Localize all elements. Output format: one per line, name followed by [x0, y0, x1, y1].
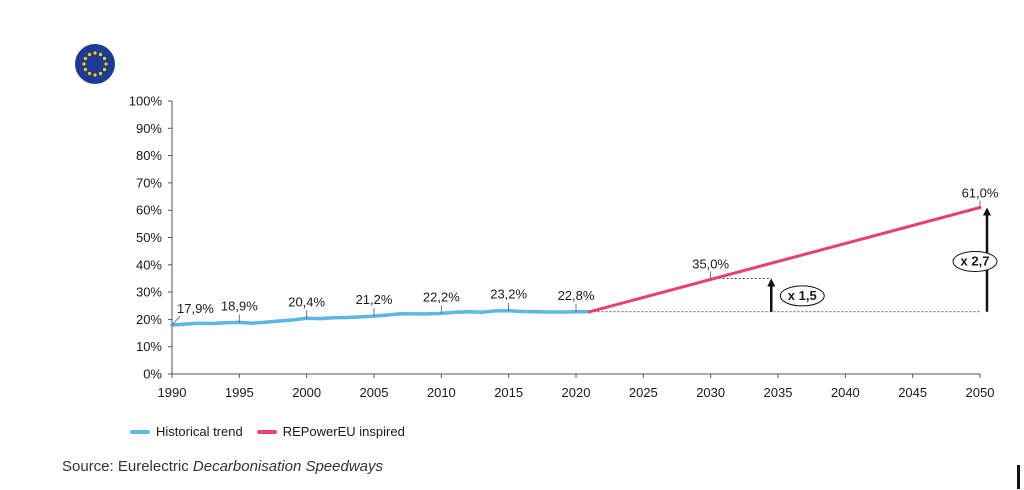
data-label: 22,2%	[423, 289, 460, 304]
eu-flag-star	[87, 52, 92, 57]
y-tick-label: 10%	[136, 339, 162, 354]
multiplier-badge	[779, 285, 825, 307]
data-label: 17,9%	[177, 301, 214, 316]
series-lines	[170, 206, 982, 327]
eu-flag-star	[104, 62, 108, 66]
x-tick-label: 2020	[562, 385, 591, 400]
axes: 0% 10% 20% 30% 40% 50% 60% 70% 80% 90% 100% 1990 199…	[129, 94, 995, 401]
x-tick-label: 1995	[225, 385, 254, 400]
y-tick-label: 90%	[136, 121, 162, 136]
y-tick-label: 60%	[136, 203, 162, 218]
eu-flag-star	[98, 52, 103, 57]
eu-flag-star	[93, 73, 97, 77]
eu-flag-star	[102, 56, 107, 61]
arrow-head	[767, 278, 776, 287]
y-tick-label: 20%	[136, 312, 162, 327]
legend-swatch-historical	[130, 429, 150, 434]
label-leader	[171, 315, 181, 326]
x-tick-label: 2025	[629, 385, 658, 400]
multiplier-label: x 2,7	[961, 254, 990, 269]
arrow-head	[983, 207, 991, 216]
multiplier-badge	[952, 251, 998, 273]
x-tick-label: 2045	[898, 385, 927, 400]
source-note: Source: Eurelectric Decarbonisation Spee…	[62, 458, 383, 475]
y-tick-label: 0%	[143, 367, 162, 382]
x-tick-label: 2035	[764, 385, 793, 400]
eu-flag-circle	[75, 44, 115, 84]
legend-swatch-projection	[256, 429, 277, 434]
x-tick-label: 2040	[831, 385, 860, 400]
y-tick-label: 40%	[136, 257, 162, 272]
data-label: 18,9%	[221, 298, 258, 313]
eu-flag-star	[98, 71, 103, 76]
historical-trend-line	[170, 308, 592, 327]
legend-item-historical: Historical trend	[130, 424, 243, 439]
data-label: 22,8%	[558, 288, 595, 303]
multiplier-label: x 1,5	[788, 288, 817, 303]
y-tick-label: 70%	[136, 175, 162, 190]
eu-flag-star	[82, 62, 86, 66]
eu-flag-star	[93, 51, 97, 55]
legend-item-projection: REPowerEU inspired	[256, 424, 405, 439]
y-tick-label: 50%	[136, 230, 162, 245]
eu-flag-star	[87, 71, 92, 76]
source-title: Decarbonisation Speedways	[192, 458, 384, 475]
eu-flag-star	[83, 67, 88, 72]
eu-flag-star	[83, 56, 88, 61]
guides	[589, 278, 980, 313]
x-tick-label: 2030	[696, 385, 725, 400]
x-tick-label: 1990	[158, 385, 187, 400]
x-tick-label: 2005	[360, 385, 389, 400]
eu-flag-icon	[75, 44, 115, 84]
x-tick-label: 2015	[494, 385, 523, 400]
y-tick-label: 30%	[136, 285, 162, 300]
annotations: x 1,5 x 2,7	[767, 207, 998, 312]
data-label: 61,0%	[962, 185, 999, 200]
legend-label-historical: Historical trend	[156, 424, 243, 439]
data-label: 21,2%	[356, 292, 393, 307]
x-tick-label: 2010	[427, 385, 456, 400]
text-cursor-mark	[1017, 465, 1020, 489]
data-label: 23,2%	[490, 287, 527, 302]
y-tick-label: 100%	[129, 94, 163, 109]
x-tick-label: 2000	[292, 385, 321, 400]
repowereu-line	[588, 206, 982, 314]
data-label: 35,0%	[692, 256, 729, 271]
y-tick-label: 80%	[136, 148, 162, 163]
source-prefix: Source: Eurelectric	[62, 458, 193, 475]
legend: Historical trend REPowerEU inspired	[130, 424, 405, 439]
legend-label-projection: REPowerEU inspired	[282, 424, 405, 439]
data-label: 20,4%	[288, 294, 325, 309]
data-labels: 17,9% 18,9% 20,4% 21,2% 22,2% 23,2% 22,8% 35,0%…	[171, 185, 999, 326]
x-tick-label: 2050	[966, 385, 995, 400]
eu-flag-star	[102, 67, 107, 72]
